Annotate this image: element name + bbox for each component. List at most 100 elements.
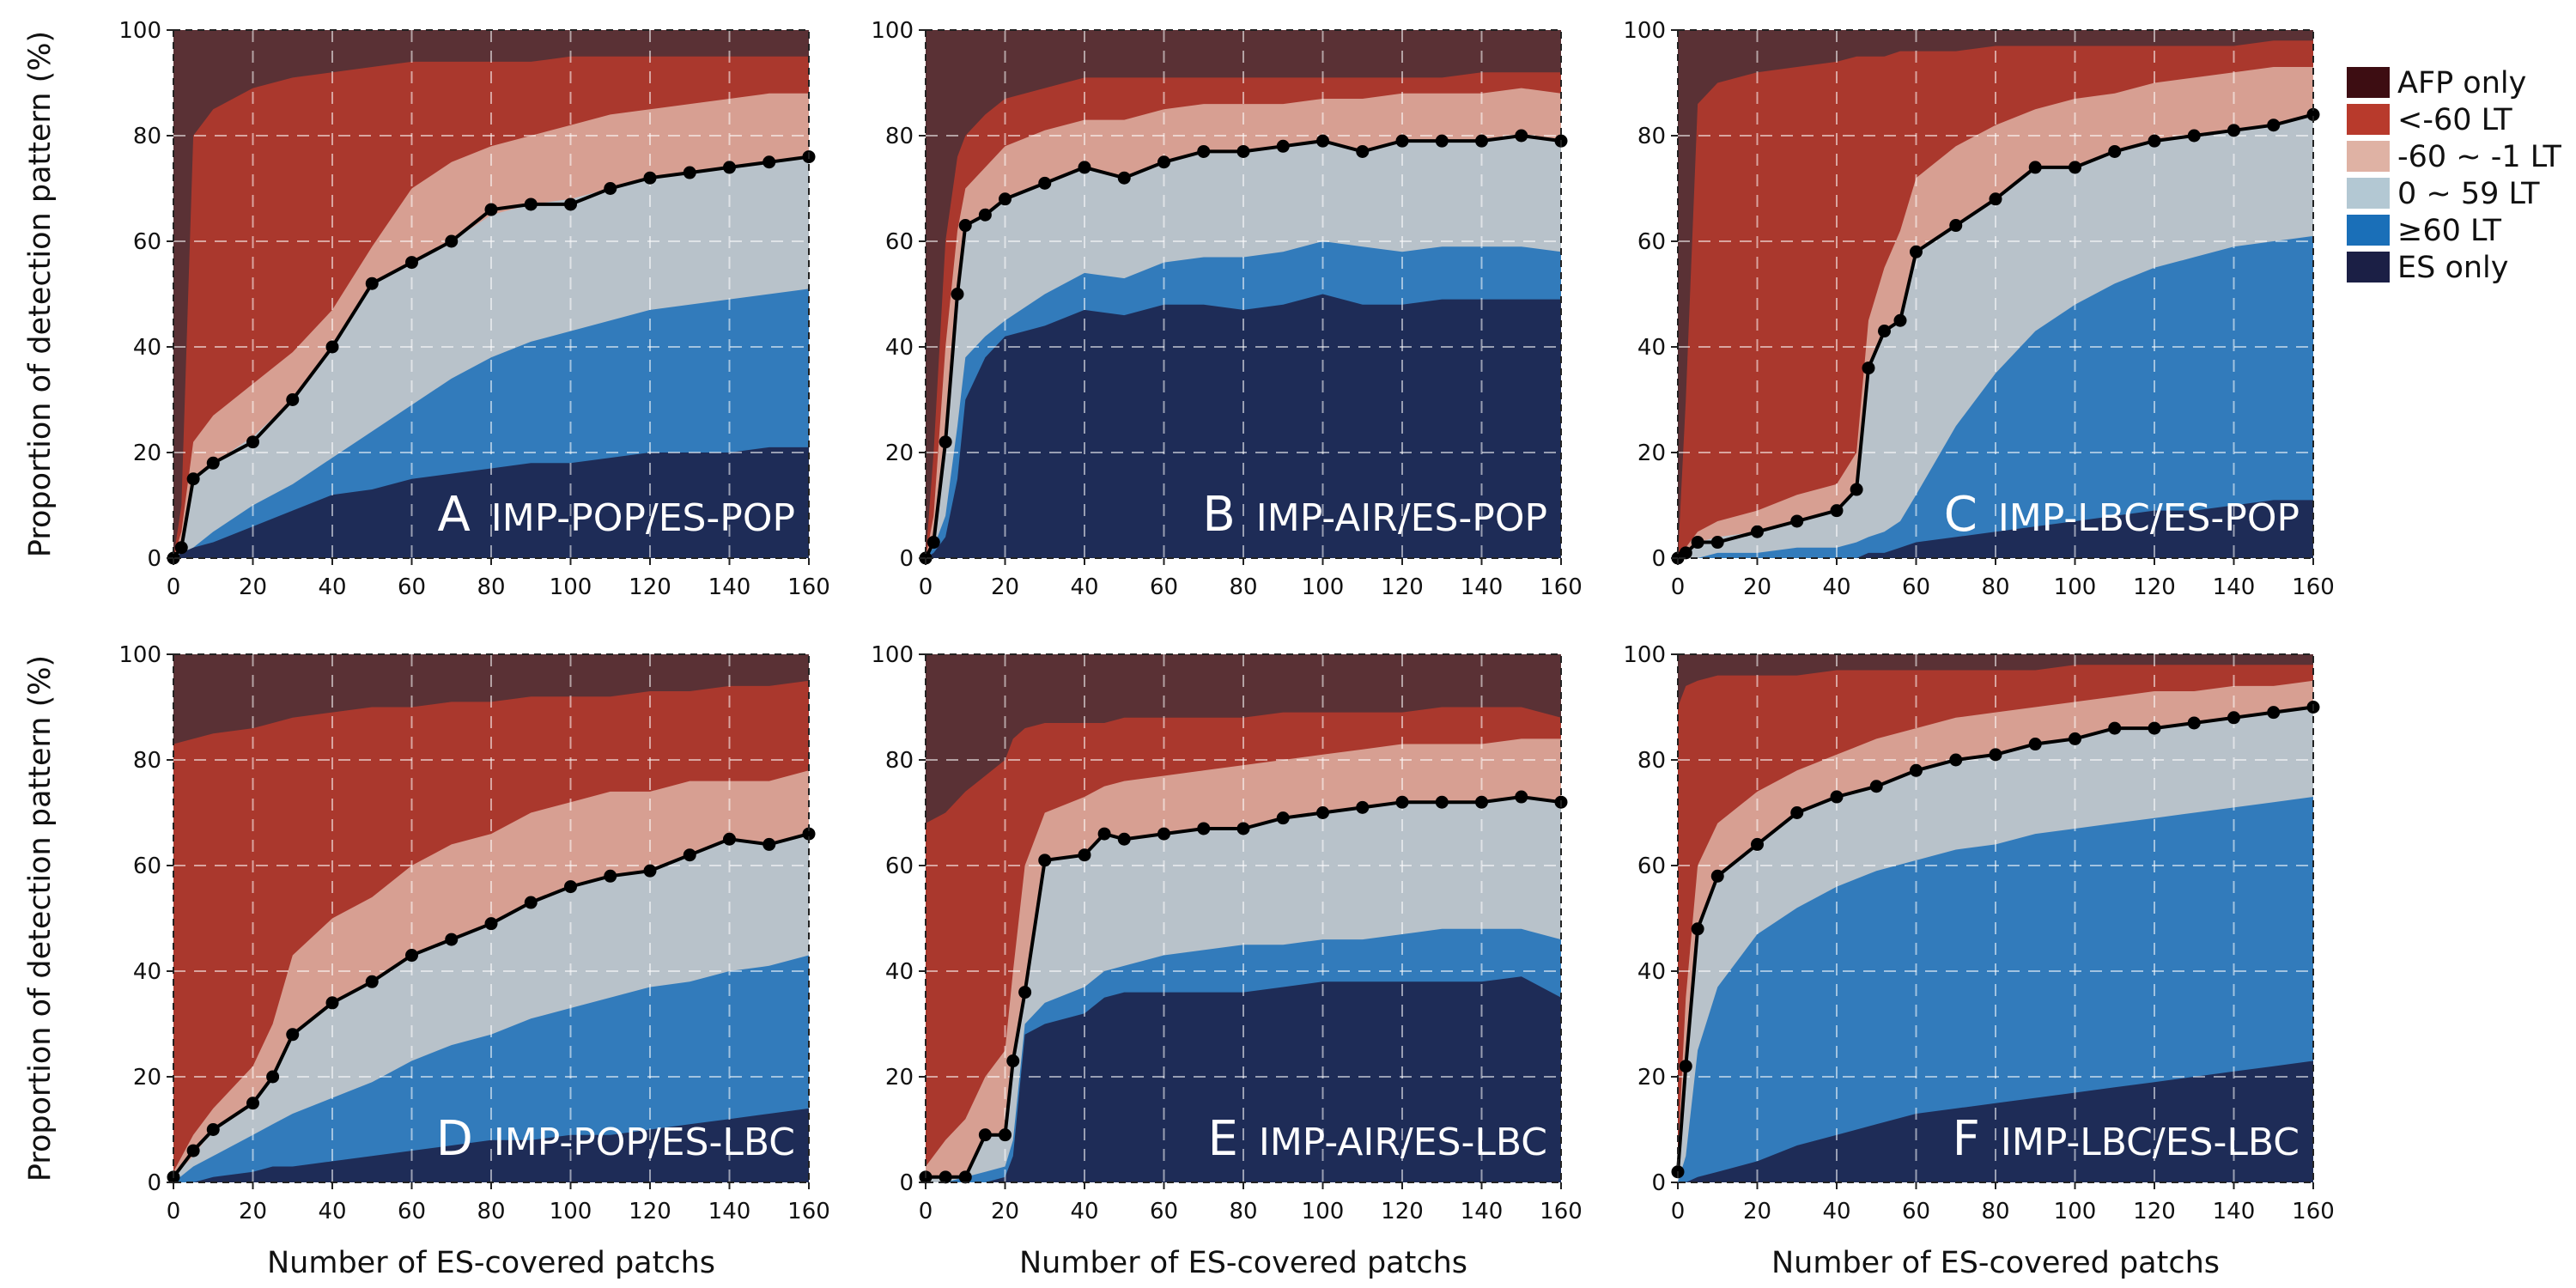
median-point (246, 435, 259, 449)
median-point (1197, 144, 1211, 158)
x-tick-label: 40 (1070, 574, 1098, 600)
x-tick-label: 140 (1461, 574, 1504, 600)
y-tick-label: 80 (885, 124, 914, 149)
median-point (1197, 822, 1211, 835)
median-point (2028, 161, 2042, 174)
y-tick-label: 100 (118, 18, 161, 44)
panel-f: 0 20 40 60 80 100 120 140 160 0 20 40 60 80 100 F IMP-LB… (1623, 642, 2334, 1280)
legend-label: ES only (2397, 251, 2509, 285)
median-point (1862, 361, 1875, 375)
median-point (2148, 134, 2161, 148)
y-tick-label: 80 (133, 748, 161, 774)
y-tick-label: 20 (1637, 1065, 1666, 1091)
median-point (1038, 176, 1052, 190)
panel-label: C IMP-LBC/ES-POP (1944, 487, 2300, 543)
median-point (2108, 144, 2122, 158)
legend-swatch (2347, 67, 2390, 98)
x-tick-label: 80 (1981, 574, 2009, 600)
y-tick-label: 100 (871, 18, 914, 44)
y-tick-label: 40 (1637, 959, 1666, 985)
x-tick-label: 100 (550, 574, 592, 600)
x-tick-label: 0 (167, 574, 181, 600)
y-tick-label: 20 (885, 440, 914, 466)
median-point (1157, 155, 1170, 169)
median-point (939, 435, 952, 449)
x-tick-label: 20 (1743, 574, 1771, 600)
panel-e: 0 20 40 60 80 100 120 140 160 0 20 40 60 80 100 E IMP-AI… (871, 642, 1582, 1280)
panel-c: 0 20 40 60 80 100 120 140 160 0 20 40 60 80 100 C IMP-LB… (1623, 18, 2334, 600)
median-point (1989, 748, 2002, 762)
median-point (1751, 525, 1764, 538)
panel-title: IMP-AIR/ES-POP (1256, 496, 1547, 540)
panel-label: F IMP-LBC/ES-LBC (1953, 1111, 2300, 1167)
x-tick-label: 120 (629, 574, 671, 600)
median-point (723, 832, 736, 846)
x-tick-label: 100 (2054, 1199, 2097, 1224)
panel-d: 0 20 40 60 80 100 120 140 160 0 20 40 60 80 100 D IMP-PO… (23, 642, 830, 1280)
median-point (484, 917, 498, 931)
median-point (978, 1128, 992, 1142)
y-tick-label: 40 (885, 959, 914, 985)
median-point (2069, 732, 2081, 745)
median-point (1910, 763, 1923, 777)
panel-letter: A (437, 487, 470, 543)
median-point (286, 393, 300, 406)
median-point (683, 166, 696, 179)
median-point (186, 472, 200, 486)
y-tick-label: 0 (147, 546, 161, 572)
median-point (2306, 107, 2320, 121)
median-point (1830, 504, 1844, 518)
median-point (958, 1170, 972, 1184)
legend-label: 0 ~ 59 LT (2397, 177, 2540, 211)
median-point (2267, 118, 2281, 132)
median-point (1475, 795, 1488, 809)
median-point (1236, 822, 1250, 835)
median-point (1949, 219, 1963, 233)
panel-letter: E (1207, 1111, 1237, 1167)
y-tick-label: 60 (133, 854, 161, 879)
x-tick-label: 40 (1070, 1199, 1098, 1224)
median-point (1316, 806, 1329, 819)
x-tick-label: 160 (2292, 1199, 2335, 1224)
x-axis-label: Number of ES-covered patchs (1771, 1246, 2220, 1280)
x-axis-label: Number of ES-covered patchs (267, 1246, 715, 1280)
median-point (1276, 811, 1290, 825)
median-point (1989, 192, 2002, 206)
x-tick-label: 60 (1902, 1199, 1930, 1224)
x-tick-label: 140 (708, 574, 751, 600)
median-point (723, 161, 736, 174)
x-tick-label: 100 (550, 1199, 592, 1224)
y-tick-label: 40 (133, 959, 161, 985)
x-tick-label: 160 (787, 574, 830, 600)
y-tick-label: 0 (1651, 1170, 1666, 1196)
panel-letter: F (1953, 1111, 1980, 1167)
median-point (643, 864, 657, 878)
x-tick-label: 120 (1381, 1199, 1424, 1224)
x-tick-label: 140 (2213, 574, 2256, 600)
x-tick-label: 80 (477, 574, 505, 600)
median-point (365, 276, 379, 290)
x-tick-label: 60 (1150, 574, 1178, 600)
y-tick-label: 40 (1637, 335, 1666, 361)
x-tick-label: 120 (2133, 574, 2176, 600)
median-point (1117, 171, 1131, 185)
median-point (564, 880, 577, 894)
legend: AFP only<-60 LT-60 ~ -1 LT0 ~ 59 LT≥60 L… (2347, 66, 2561, 285)
median-point (1078, 161, 1091, 174)
x-tick-label: 140 (2213, 1199, 2256, 1224)
y-tick-label: 60 (1637, 229, 1666, 255)
y-tick-label: 100 (1623, 642, 1666, 668)
y-tick-label: 0 (899, 1170, 914, 1196)
median-point (1751, 837, 1764, 851)
median-point (484, 203, 498, 216)
median-point (978, 208, 992, 222)
median-point (1395, 795, 1409, 809)
median-point (1515, 790, 1528, 804)
legend-label: AFP only (2397, 66, 2526, 100)
median-point (2187, 129, 2201, 143)
legend-label: ≥60 LT (2397, 214, 2502, 248)
median-point (1157, 827, 1170, 841)
median-point (325, 340, 339, 354)
legend-swatch (2347, 141, 2390, 172)
median-point (604, 869, 617, 883)
